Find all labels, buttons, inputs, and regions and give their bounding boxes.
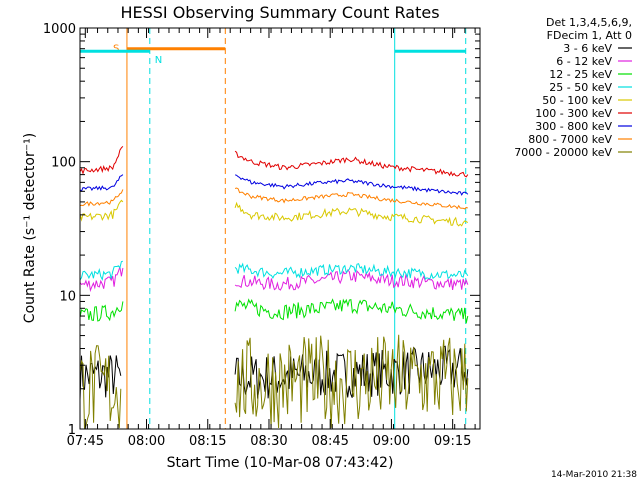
y-tick-label: 1 xyxy=(68,423,76,438)
annotation-label-n: N xyxy=(155,55,162,66)
series-line-100-300-kev-seg2 xyxy=(234,150,469,178)
series-line-7000-20000-kev-seg1 xyxy=(79,345,122,430)
plot-frame xyxy=(79,27,481,430)
legend-entry-label: 6 - 12 keV xyxy=(556,55,612,68)
y-tick-label: 1000 xyxy=(43,22,76,37)
y-tick-label: 10 xyxy=(59,289,76,304)
y-axis: 1 10 100 1000 xyxy=(43,22,480,438)
x-tick-label: 08:30 xyxy=(250,434,287,449)
series-line-6-12-kev-seg2 xyxy=(234,269,469,291)
legend-entry-label: 7000 - 20000 keV xyxy=(514,146,612,159)
x-axis: 07:45 08:00 08:15 08:30 08:45 09:00 09:15 xyxy=(67,28,476,449)
legend-entry-label: 50 - 100 keV xyxy=(542,94,612,107)
x-tick-label: 09:15 xyxy=(434,434,471,449)
legend-entry-label: 800 - 7000 keV xyxy=(528,133,612,146)
legend: Det 1,3,4,5,6,9,FDecim 1, Att 03 - 6 keV… xyxy=(514,16,632,159)
series-line-50-100-kev-seg2 xyxy=(234,201,469,227)
series-line-12-25-kev-seg2 xyxy=(234,298,469,324)
legend-header-line: Det 1,3,4,5,6,9, xyxy=(546,16,632,29)
series-line-25-50-kev-seg1 xyxy=(79,260,124,282)
footer-timestamp: 14-Mar-2010 21:38 xyxy=(551,470,637,480)
x-tick-label: 08:45 xyxy=(311,434,348,449)
series-line-800-7000-kev-seg2 xyxy=(234,187,468,210)
y-tick-label: 100 xyxy=(51,156,76,171)
series-lines xyxy=(79,146,469,430)
x-axis-label: Start Time (10-Mar-08 07:43:42) xyxy=(167,455,394,471)
legend-header-line: FDecim 1, Att 0 xyxy=(547,29,632,42)
series-line-12-25-kev-seg1 xyxy=(79,301,124,322)
series-line-100-300-kev-seg1 xyxy=(79,146,124,175)
series-line-25-50-kev-seg2 xyxy=(234,262,469,280)
y-axis-label: Count Rate (s⁻¹ detector⁻¹) xyxy=(22,133,38,323)
annotation-bars: SN xyxy=(80,44,466,66)
x-tick-label: 09:00 xyxy=(373,434,410,449)
series-line-3-6-kev-seg2 xyxy=(234,345,469,399)
legend-entry-label: 25 - 50 keV xyxy=(549,81,612,94)
x-tick-label: 08:00 xyxy=(128,434,165,449)
annotation-label-s: S xyxy=(113,44,119,55)
legend-entry-label: 300 - 800 keV xyxy=(535,120,612,133)
series-line-6-12-kev-seg1 xyxy=(79,266,124,293)
series-line-50-100-kev-seg1 xyxy=(79,199,124,222)
legend-entry-label: 100 - 300 keV xyxy=(535,107,612,120)
legend-entry-label: 12 - 25 keV xyxy=(549,68,612,81)
x-tick-label: 07:45 xyxy=(67,434,104,449)
chart-title: HESSI Observing Summary Count Rates xyxy=(120,3,439,22)
series-line-300-800-kev-seg2 xyxy=(234,174,469,196)
x-tick-label: 08:15 xyxy=(189,434,226,449)
legend-entry-label: 3 - 6 keV xyxy=(563,42,612,55)
series-line-800-7000-kev-seg1 xyxy=(79,189,124,207)
series-line-300-800-kev-seg1 xyxy=(79,174,124,192)
series-line-7000-20000-kev-seg2 xyxy=(234,334,469,429)
series-line-3-6-kev-seg1 xyxy=(79,355,122,400)
